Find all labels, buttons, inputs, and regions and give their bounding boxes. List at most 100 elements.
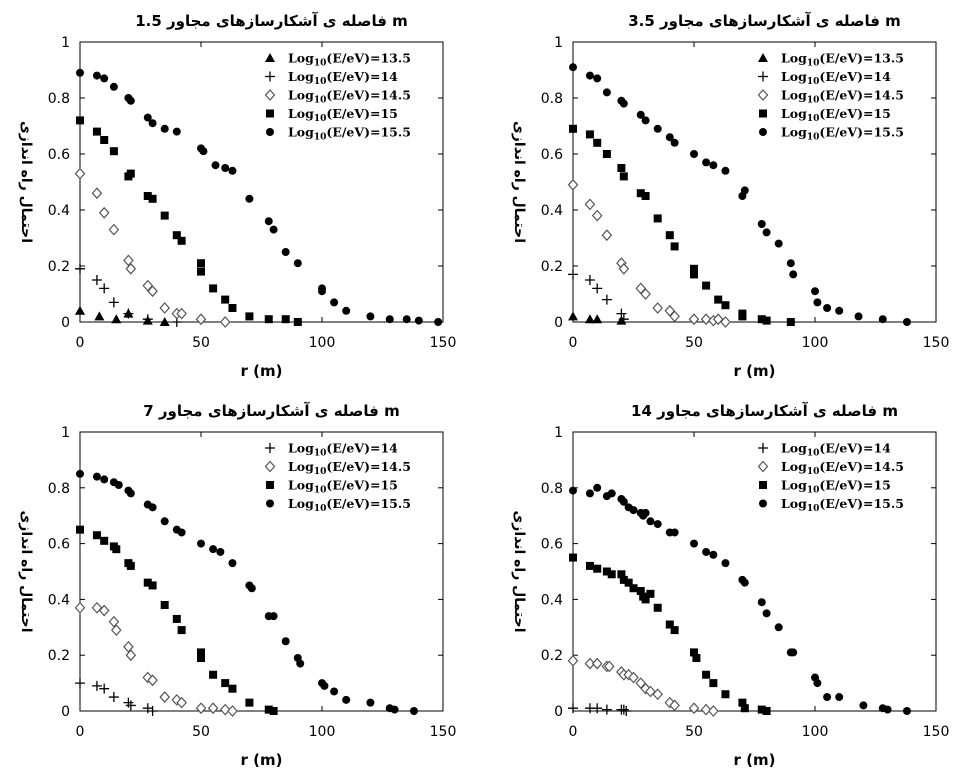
- data-point-circle: [762, 228, 771, 237]
- plot-frame: [572, 431, 937, 712]
- data-point-triangle: [592, 314, 603, 324]
- data-point-triangle: [568, 311, 578, 321]
- data-point-circle: [281, 248, 290, 256]
- series-triangle: [75, 305, 170, 326]
- data-point-square: [641, 595, 650, 604]
- data-point-circle: [177, 528, 186, 537]
- data-point-square: [109, 147, 118, 156]
- legend-label: Log10(E/eV)=15.5: [288, 125, 411, 143]
- data-point-circle: [774, 239, 783, 248]
- data-point-circle: [385, 315, 394, 324]
- data-point-square: [569, 553, 577, 562]
- data-point-plus: [99, 683, 110, 694]
- series-square: [569, 124, 795, 326]
- x-tick-label: 0: [569, 335, 578, 351]
- data-point-circle: [143, 113, 152, 122]
- data-point-plus: [592, 283, 603, 294]
- x-tick-label: 50: [192, 724, 210, 740]
- data-point-plus: [584, 275, 595, 285]
- data-point-circle: [619, 99, 628, 108]
- data-point-circle: [330, 687, 339, 696]
- chart-panel-4: فاصله ی آشکارسازهای مجاور 14 m احتمال راه…: [511, 402, 949, 769]
- legend-label: Log10(E/eV)=14.5: [781, 88, 904, 106]
- series-circle: [569, 483, 911, 715]
- data-point-square: [228, 304, 237, 312]
- legend-marker-triangle: [265, 53, 275, 62]
- legend-marker-circle: [759, 128, 767, 136]
- data-point-circle: [740, 186, 749, 195]
- chart-panel-2: فاصله ی آشکارسازهای مجاور 3.5 m احتمال را…: [511, 12, 949, 380]
- legend: Log10(E/eV)=13.5Log10(E/eV)=14Log10(E/eV…: [264, 51, 411, 143]
- data-point-circle: [690, 150, 698, 158]
- data-point-circle: [585, 71, 594, 80]
- data-point-diamond: [108, 615, 120, 628]
- y-tick-label: 0.2: [48, 648, 70, 664]
- y-tick-label: 0: [554, 315, 563, 331]
- data-point-square: [617, 570, 626, 579]
- data-point-circle: [636, 110, 645, 119]
- x-tick-label: 0: [569, 724, 578, 740]
- data-point-diamond: [567, 654, 579, 667]
- data-point-diamond: [669, 310, 680, 323]
- y-tick-label: 0.4: [541, 592, 563, 608]
- data-point-circle: [247, 584, 256, 593]
- data-point-plus: [601, 294, 612, 305]
- data-point-square: [245, 312, 254, 321]
- data-point-square: [653, 603, 662, 612]
- data-point-circle: [585, 489, 594, 498]
- data-point-diamond: [123, 640, 134, 653]
- data-point-plus: [601, 704, 612, 715]
- legend-label: Log10(E/eV)=15: [781, 106, 891, 124]
- legend-marker-diamond: [757, 89, 769, 101]
- data-point-diamond: [147, 674, 158, 687]
- data-point-square: [636, 587, 645, 596]
- data-point-square: [92, 127, 101, 136]
- data-point-square: [757, 315, 766, 324]
- y-axis-label: احتمال راه اندازی: [18, 121, 34, 243]
- data-point-square: [148, 581, 157, 590]
- y-tick-label: 0.6: [48, 147, 70, 163]
- x-tick-label: 50: [685, 335, 703, 351]
- data-point-circle: [126, 489, 135, 498]
- x-tick-label: 150: [430, 335, 457, 351]
- data-point-circle: [619, 497, 628, 506]
- y-tick-label: 0: [554, 704, 563, 720]
- data-point-circle: [690, 539, 698, 548]
- x-tick-label: 100: [802, 724, 829, 740]
- data-point-square: [569, 124, 577, 133]
- data-point-diamond: [110, 624, 122, 636]
- legend-label: Log10(E/eV)=13.5: [781, 51, 904, 69]
- data-point-circle: [702, 158, 711, 167]
- data-point-square: [714, 295, 723, 304]
- data-point-circle: [811, 287, 819, 296]
- chart-title: فاصله ی آشکارسازهای مجاور 7 m: [143, 402, 399, 420]
- x-axis-label: r (m): [734, 751, 776, 769]
- data-point-circle: [390, 705, 399, 714]
- legend-label: Log10(E/eV)=15: [781, 478, 891, 496]
- data-point-diamond: [207, 702, 219, 715]
- data-point-circle: [878, 315, 887, 324]
- data-point-circle: [366, 698, 375, 707]
- series-circle: [76, 68, 443, 326]
- data-point-circle: [823, 304, 832, 312]
- series-diamond: [74, 601, 238, 717]
- series-diamond: [74, 167, 231, 328]
- data-point-square: [264, 705, 273, 714]
- legend-marker-plus: [758, 71, 768, 82]
- y-tick-label: 0.8: [48, 91, 70, 107]
- data-point-square: [76, 525, 84, 534]
- data-point-diamond: [618, 262, 630, 275]
- data-point-square: [160, 600, 169, 609]
- data-point-square: [670, 242, 679, 251]
- data-point-diamond: [688, 313, 700, 326]
- series-square: [76, 116, 302, 326]
- y-tick-label: 0.4: [48, 203, 70, 219]
- series-circle: [76, 469, 418, 715]
- data-point-plus: [108, 692, 119, 703]
- data-point-diamond: [219, 316, 231, 328]
- data-point-square: [112, 545, 121, 554]
- y-tick-label: 0.4: [48, 592, 70, 608]
- data-point-diamond: [219, 703, 231, 716]
- series-square: [76, 525, 278, 715]
- data-point-square: [602, 567, 611, 576]
